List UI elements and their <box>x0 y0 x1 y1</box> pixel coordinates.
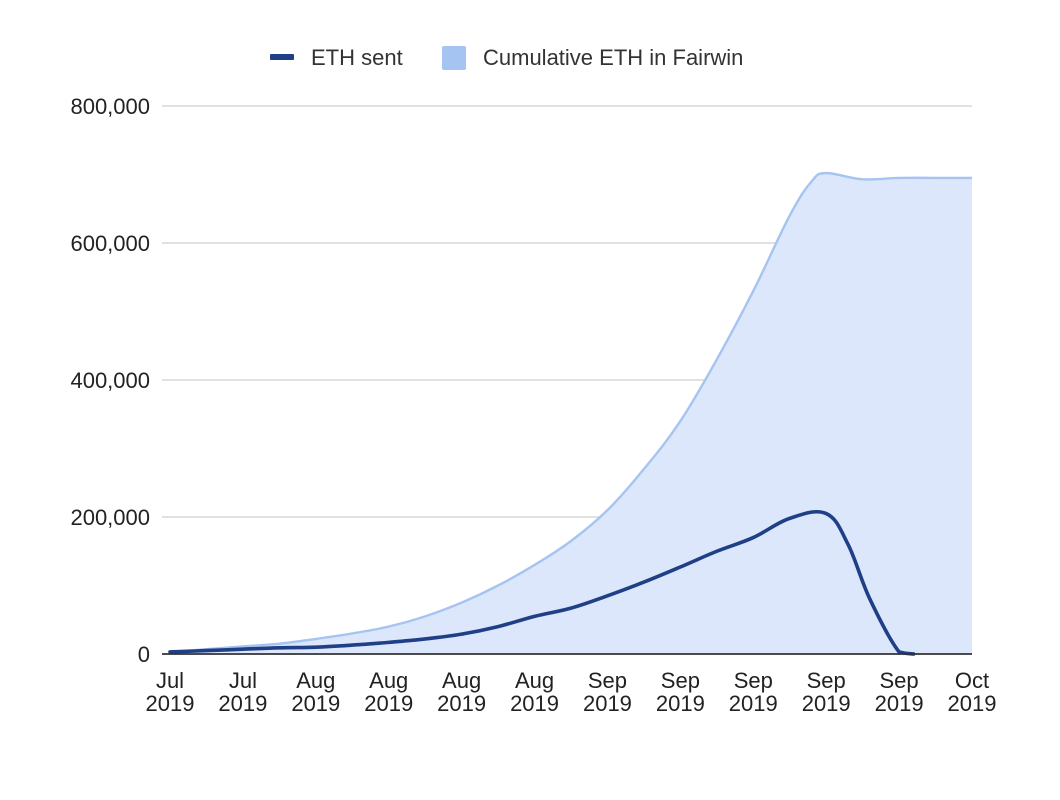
x-tick-label: Aug 2019 <box>437 668 486 716</box>
cumulative-eth-area-line <box>169 171 972 654</box>
x-tick-label: Sep 2019 <box>729 668 778 716</box>
legend-swatch-eth-sent <box>270 54 294 60</box>
x-tick-label: Aug 2019 <box>510 668 559 716</box>
y-tick-label: 800,000 <box>70 94 150 119</box>
legend-swatch-cumulative-eth <box>442 46 466 70</box>
x-tick-label: Sep 2019 <box>583 668 632 716</box>
legend-label-eth-sent: ETH sent <box>311 45 403 70</box>
eth-sent-line <box>168 509 916 656</box>
legend-label-cumulative-eth: Cumulative ETH in Fairwin <box>483 45 743 70</box>
x-tick-label: Aug 2019 <box>291 668 340 716</box>
line-layer <box>168 509 916 656</box>
y-tick-label: 600,000 <box>70 231 150 256</box>
y-tick-label: 200,000 <box>70 505 150 530</box>
y-tick-label: 400,000 <box>70 368 150 393</box>
x-tick-label: Jul 2019 <box>146 668 195 716</box>
legend: ETH sent Cumulative ETH in Fairwin <box>270 45 743 70</box>
x-tick-label: Aug 2019 <box>364 668 413 716</box>
x-tick-label: Oct 2019 <box>948 668 997 716</box>
x-tick-label: Sep 2019 <box>875 668 924 716</box>
x-tick-label: Jul 2019 <box>218 668 267 716</box>
x-tick-label: Sep 2019 <box>656 668 705 716</box>
x-tick-label: Sep 2019 <box>802 668 851 716</box>
axis-layer: 0 200,000 400,000 600,000 800,000 Jul 2019 Jul 2… <box>70 94 996 716</box>
cumulative-eth-area-fill <box>170 173 972 655</box>
y-tick-label: 0 <box>138 642 150 667</box>
area-layer <box>169 171 972 655</box>
